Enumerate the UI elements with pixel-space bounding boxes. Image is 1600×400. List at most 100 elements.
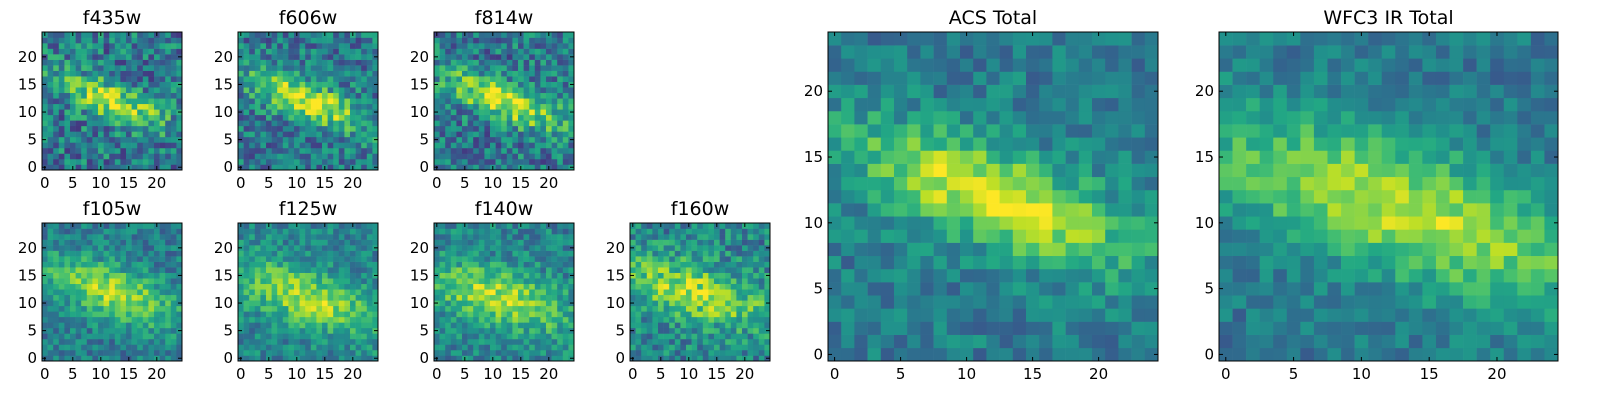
heatmap-cell bbox=[316, 338, 323, 345]
heatmap-cell bbox=[361, 164, 368, 171]
heatmap-cell bbox=[92, 153, 99, 160]
heatmap-cell bbox=[534, 136, 541, 143]
heatmap-cell bbox=[75, 70, 82, 77]
heatmap-cell bbox=[562, 344, 569, 351]
heatmap-cell bbox=[131, 327, 138, 334]
heatmap-cell bbox=[70, 76, 76, 82]
heatmap-cell bbox=[551, 120, 558, 127]
heatmap-cell bbox=[58, 131, 65, 138]
heatmap-cell bbox=[669, 234, 676, 240]
heatmap-cell bbox=[674, 333, 681, 340]
heatmap-cell bbox=[120, 223, 127, 229]
heatmap-cell bbox=[518, 48, 524, 55]
heatmap-cell bbox=[758, 289, 765, 296]
heatmap-cell bbox=[92, 228, 99, 235]
heatmap-cell bbox=[266, 70, 272, 77]
heatmap-cell bbox=[137, 43, 144, 49]
heatmap-cell bbox=[310, 289, 317, 296]
heatmap-cell bbox=[288, 311, 295, 318]
x-tick-label: 0 bbox=[432, 174, 442, 192]
heatmap-cell bbox=[159, 43, 166, 49]
heatmap-cell bbox=[669, 333, 676, 340]
x-tick-label: 5 bbox=[656, 365, 666, 383]
heatmap-cell bbox=[266, 131, 272, 138]
heatmap-cell bbox=[282, 278, 289, 285]
heatmap-cell bbox=[70, 316, 76, 323]
heatmap-cell bbox=[540, 142, 547, 149]
heatmap-cell bbox=[462, 283, 468, 290]
heatmap-cell bbox=[529, 54, 536, 60]
heatmap-cell bbox=[266, 305, 272, 312]
heatmap-cell bbox=[841, 229, 855, 243]
heatmap-cell bbox=[697, 344, 704, 351]
heatmap-cell bbox=[366, 37, 373, 44]
heatmap-cell bbox=[568, 239, 575, 246]
heatmap-cell bbox=[277, 256, 284, 262]
y-tick-label: 5 bbox=[615, 322, 625, 340]
heatmap-cell bbox=[322, 43, 328, 49]
heatmap-cell bbox=[277, 349, 284, 356]
heatmap-cell bbox=[137, 164, 144, 171]
heatmap-cell bbox=[523, 32, 530, 38]
heatmap-cell bbox=[691, 256, 698, 262]
heatmap-cell bbox=[518, 81, 524, 88]
heatmap-cell bbox=[64, 120, 71, 127]
heatmap-cell bbox=[327, 48, 334, 55]
heatmap-cell bbox=[103, 98, 110, 105]
heatmap-cell bbox=[1052, 163, 1066, 178]
heatmap-cell bbox=[103, 70, 110, 77]
heatmap-cell bbox=[64, 70, 71, 77]
heatmap-cell bbox=[305, 76, 312, 82]
heatmap-cell bbox=[736, 338, 743, 345]
heatmap-cell bbox=[557, 283, 564, 290]
heatmap-cell bbox=[81, 261, 88, 268]
heatmap-cell bbox=[439, 48, 446, 55]
heatmap-cell bbox=[271, 305, 278, 312]
heatmap-cell bbox=[512, 92, 519, 99]
heatmap-cell bbox=[1052, 229, 1066, 243]
heatmap-cell bbox=[462, 349, 468, 356]
heatmap-cell bbox=[439, 322, 446, 329]
heatmap-cell bbox=[249, 103, 256, 110]
heatmap-cell bbox=[663, 333, 670, 340]
heatmap-cell bbox=[880, 229, 895, 243]
heatmap-cell bbox=[98, 37, 104, 44]
heatmap-cell bbox=[534, 223, 541, 229]
heatmap-cell bbox=[495, 228, 502, 235]
heatmap-cell bbox=[708, 223, 715, 229]
heatmap-cell bbox=[165, 142, 172, 149]
heatmap-cell bbox=[1118, 189, 1132, 204]
heatmap-cell bbox=[148, 125, 155, 132]
heatmap-cell bbox=[316, 256, 323, 262]
heatmap-cell bbox=[512, 228, 519, 235]
heatmap-cell bbox=[355, 355, 362, 362]
heatmap-cell bbox=[652, 333, 659, 340]
heatmap-cell bbox=[137, 120, 144, 127]
heatmap-cell bbox=[641, 283, 648, 290]
heatmap-cell bbox=[271, 81, 278, 88]
heatmap-cell bbox=[652, 234, 659, 240]
x-tick-label: 10 bbox=[483, 174, 502, 192]
heatmap-cell bbox=[495, 125, 502, 132]
heatmap-cell bbox=[165, 316, 172, 323]
heatmap-cell bbox=[338, 344, 345, 351]
heatmap-cell bbox=[70, 239, 76, 246]
heatmap-cell bbox=[999, 308, 1014, 322]
heatmap-cell bbox=[456, 223, 463, 229]
heatmap-cell bbox=[249, 223, 256, 229]
heatmap-cell bbox=[523, 245, 530, 251]
heatmap-cell bbox=[165, 48, 172, 55]
heatmap-cell bbox=[999, 334, 1014, 349]
heatmap-cell bbox=[658, 228, 664, 235]
heatmap-cell bbox=[867, 255, 882, 270]
heatmap-cell bbox=[758, 234, 765, 240]
heatmap-cell bbox=[176, 114, 183, 121]
heatmap-cell bbox=[669, 256, 676, 262]
heatmap-cell bbox=[103, 316, 110, 323]
heatmap-cell bbox=[518, 294, 524, 301]
heatmap-cell bbox=[58, 109, 65, 116]
heatmap-cell bbox=[120, 338, 127, 345]
heatmap-cell bbox=[880, 295, 895, 309]
heatmap-cell bbox=[361, 142, 368, 149]
heatmap-cell bbox=[462, 114, 468, 121]
